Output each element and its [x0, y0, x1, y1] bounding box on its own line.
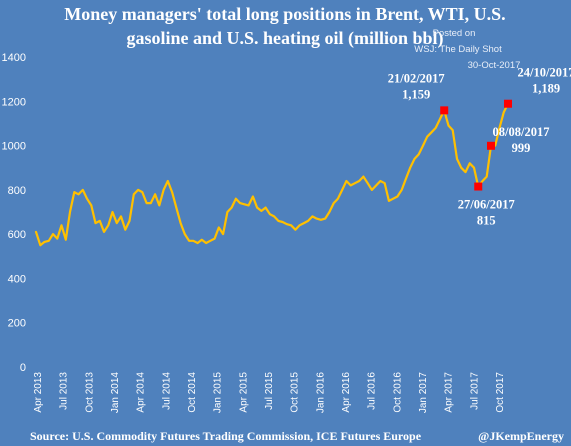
x-tick-label: Jul 2014	[161, 372, 172, 410]
x-tick-label: Jul 2016	[367, 372, 378, 410]
annotation-value: 1,159	[402, 87, 430, 101]
y-tick-label: 200	[8, 318, 26, 330]
chart-title-line2: gasoline and U.S. heating oil (million b…	[126, 28, 443, 49]
x-tick-label: Apr 2017	[444, 372, 455, 413]
x-tick-label: Jul 2017	[469, 372, 480, 410]
x-tick-label: Oct 2016	[392, 372, 403, 413]
x-tick-label: Apr 2014	[136, 372, 147, 413]
y-tick-label: 0	[20, 362, 26, 374]
y-tick-label: 400	[8, 273, 26, 285]
footer-handle: @JKempEnergy	[478, 429, 564, 443]
x-tick-label: Jul 2015	[264, 372, 275, 410]
annotation-marker	[486, 141, 495, 150]
annotation-date: 24/10/2017	[518, 66, 571, 80]
watermark-posted-on: Posted on	[433, 28, 476, 39]
x-tick-label: Oct 2015	[290, 372, 301, 413]
chart-title-line1: Money managers' total long positions in …	[64, 4, 505, 24]
watermark-date: 30-Oct-2017	[468, 60, 521, 71]
x-tick-label: Apr 2016	[341, 372, 352, 413]
footer-source: Source: U.S. Commodity Futures Trading C…	[30, 429, 422, 443]
annotation-marker	[504, 99, 512, 108]
x-tick-label: Jan 2015	[213, 372, 224, 414]
annotation-marker	[440, 106, 449, 115]
series-line	[34, 102, 510, 247]
y-tick-label: 1400	[2, 52, 26, 64]
y-tick-label: 1200	[2, 96, 26, 108]
y-axis: 0 200 400 600 800 1000 1200 1400	[2, 52, 26, 374]
annotation-value: 815	[477, 214, 496, 228]
annotations: 21/02/2017 1,159 27/06/2017 815 08/08/2017 99…	[388, 66, 571, 228]
y-tick-label: 600	[8, 229, 26, 241]
annotation-value: 1,189	[532, 82, 560, 96]
annotation-date: 27/06/2017	[458, 198, 515, 212]
annotation-date: 08/08/2017	[493, 125, 550, 139]
x-tick-label: Jul 2013	[59, 372, 70, 410]
annotation-marker	[474, 182, 483, 191]
x-tick-label: Jan 2016	[315, 372, 326, 414]
x-tick-label: Jan 2017	[418, 372, 429, 414]
annotation-date: 21/02/2017	[388, 71, 445, 85]
x-tick-label: Oct 2013	[84, 372, 95, 413]
y-tick-label: 800	[8, 185, 26, 197]
x-tick-label: Apr 2015	[238, 372, 249, 413]
y-tick-label: 1000	[2, 141, 26, 153]
plot-area	[34, 102, 510, 247]
x-axis: Apr 2013 Jul 2013 Oct 2013 Jan 2014 Apr 2014…	[33, 372, 506, 414]
annotation-value: 999	[512, 141, 531, 155]
x-tick-label: Apr 2013	[33, 372, 44, 413]
x-tick-label: Oct 2014	[187, 372, 198, 413]
watermark-source: WSJ: The Daily Shot	[414, 44, 502, 55]
x-tick-label: Oct 2017	[495, 372, 506, 413]
x-tick-label: Jan 2014	[110, 372, 121, 414]
